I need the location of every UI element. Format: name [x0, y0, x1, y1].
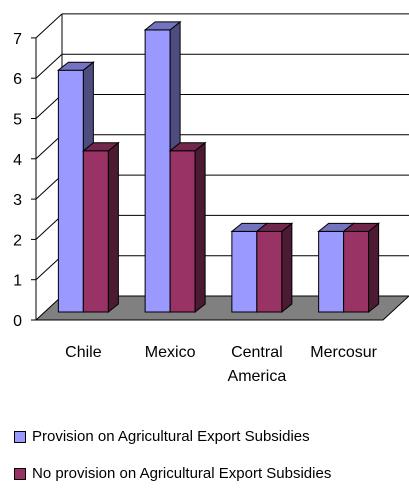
x-tick-label: Mexico [145, 344, 196, 361]
legend-label-no-provision: No provision on Agricultural Export Subs… [32, 465, 332, 482]
side-wall-gridline [35, 215, 63, 240]
x-tick-label: Central [231, 344, 283, 361]
legend-label-provision: Provision on Agricultural Export Subsidi… [32, 428, 310, 445]
bar-side [281, 222, 293, 314]
bar-side [107, 141, 119, 314]
bar-front [57, 69, 84, 313]
bar-front [169, 150, 196, 313]
side-wall-gridline [35, 255, 63, 281]
y-tick-label: 4 [13, 152, 22, 169]
bar-side [368, 222, 380, 314]
bar-top [56, 61, 95, 71]
bar-front [318, 230, 345, 313]
bar-top [143, 21, 182, 31]
bar-side [194, 141, 206, 314]
legend-entry-no-provision: No provision on Agricultural Export Subs… [14, 465, 409, 482]
bar-front [82, 150, 109, 313]
bar-top [81, 142, 120, 152]
bar-top [168, 142, 207, 152]
x-tick-label: Chile [65, 344, 102, 361]
y-tick-label: 7 [13, 31, 22, 48]
bar-front [144, 29, 171, 313]
legend-swatch-no-provision [14, 467, 26, 480]
y-tick-label: 6 [13, 71, 22, 88]
legend-swatch-provision [14, 430, 26, 443]
y-tick-label: 0 [13, 313, 22, 330]
bar-top [255, 222, 294, 232]
y-tick-label: 1 [13, 273, 22, 290]
x-tick-label: America [228, 368, 287, 385]
bar-front [231, 230, 258, 313]
y-tick-label: 2 [13, 232, 22, 249]
side-wall-gridline [35, 94, 63, 119]
side-wall-gridline [35, 134, 63, 160]
bar-top [342, 222, 381, 232]
bar-front [343, 230, 370, 313]
side-wall-gridline [35, 13, 63, 39]
side-wall-gridline [35, 53, 63, 79]
bar-front [256, 230, 283, 313]
side-wall-gridline [35, 174, 63, 200]
legend-entry-provision: Provision on Agricultural Export Subsidi… [14, 428, 409, 445]
x-tick-label: Mercosur [310, 344, 377, 361]
y-tick-label: 3 [13, 192, 22, 209]
chart-floor [34, 295, 409, 321]
y-tick-label: 5 [13, 112, 22, 129]
